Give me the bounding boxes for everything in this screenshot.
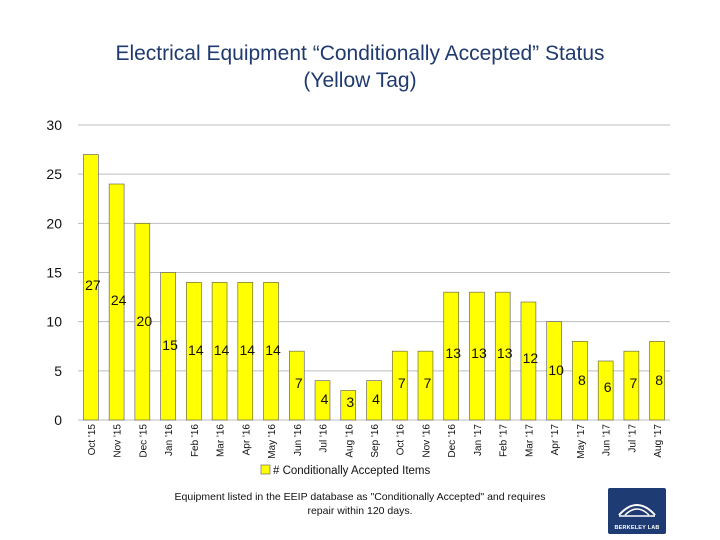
y-tick-label: 20 bbox=[46, 215, 62, 231]
x-tick-label: Aug '16 bbox=[344, 424, 355, 458]
x-tick-label: Feb '17 bbox=[499, 424, 510, 457]
bar bbox=[314, 380, 331, 421]
legend: # Conditionally Accepted Items bbox=[260, 464, 431, 477]
x-tick-label: Jun '16 bbox=[293, 424, 304, 456]
chart-title-line1: Electrical Equipment “Conditionally Acce… bbox=[115, 42, 605, 65]
bar bbox=[186, 282, 202, 421]
footnote: Equipment listed in the EEIP database as… bbox=[130, 490, 590, 518]
bar bbox=[366, 380, 382, 421]
data-label: 13 bbox=[471, 345, 487, 361]
data-label: 14 bbox=[188, 342, 204, 358]
chart-title-line2: (Yellow Tag) bbox=[303, 69, 417, 92]
y-tick-label: 5 bbox=[54, 363, 62, 379]
data-label: 27 bbox=[85, 277, 101, 293]
data-label: 13 bbox=[497, 345, 513, 361]
data-label: 10 bbox=[548, 362, 564, 378]
y-tick-label: 25 bbox=[46, 166, 62, 182]
x-tick-label: Jan '16 bbox=[164, 424, 175, 456]
bar bbox=[649, 341, 665, 421]
x-tick-label: Jan '17 bbox=[473, 424, 484, 456]
y-tick-label: 30 bbox=[46, 117, 62, 133]
data-label: 4 bbox=[372, 391, 380, 407]
legend-label: # Conditionally Accepted Items bbox=[273, 465, 431, 477]
x-axis-ticks: Oct '15 Nov '15 Dec '15 Jan '16 Feb '16 Mar '… bbox=[87, 424, 664, 459]
x-tick-label: Dec '15 bbox=[138, 424, 149, 458]
building-icon bbox=[618, 504, 656, 517]
bar bbox=[108, 183, 125, 421]
bar bbox=[237, 282, 254, 421]
bar bbox=[211, 282, 228, 421]
bar bbox=[134, 223, 151, 421]
berkeley-lab-logo: BERKELEY LAB bbox=[608, 488, 666, 534]
chart-title: Electrical Equipment “Conditionally Acce… bbox=[20, 40, 700, 94]
x-tick-label: Oct '16 bbox=[396, 424, 407, 456]
x-tick-label: Sep '16 bbox=[370, 424, 381, 458]
legend-swatch bbox=[260, 464, 271, 475]
data-labels: 27 24 20 15 14 14 14 14 7 4 3 4 7 7 13 13 13 12 10 8 6 7 8 bbox=[85, 277, 663, 410]
data-label: 14 bbox=[214, 342, 230, 358]
footnote-line2: repair within 120 days. bbox=[307, 505, 413, 517]
bar bbox=[443, 291, 459, 421]
x-tick-label: Mar '16 bbox=[216, 424, 227, 457]
data-label: 7 bbox=[424, 375, 432, 391]
x-tick-label: Nov '16 bbox=[421, 424, 432, 458]
bar bbox=[289, 350, 305, 421]
x-tick-label: Jun '17 bbox=[602, 424, 613, 456]
bar bbox=[469, 291, 485, 421]
bar bbox=[597, 360, 614, 421]
y-tick-label: 10 bbox=[46, 314, 62, 330]
data-label: 6 bbox=[604, 379, 612, 395]
data-label: 7 bbox=[629, 375, 637, 391]
bar bbox=[83, 154, 99, 421]
bar bbox=[391, 350, 408, 421]
bar bbox=[520, 301, 537, 421]
bar bbox=[417, 350, 434, 421]
x-tick-label: Apr '17 bbox=[550, 424, 561, 456]
grid-lines bbox=[78, 124, 670, 421]
data-label: 7 bbox=[295, 375, 303, 391]
bar bbox=[340, 390, 357, 421]
data-label: 7 bbox=[398, 375, 406, 391]
x-tick-label: May '16 bbox=[267, 424, 278, 459]
logo-text: BERKELEY LAB bbox=[614, 525, 660, 531]
bar bbox=[263, 282, 279, 421]
bars bbox=[83, 154, 665, 421]
bar bbox=[160, 272, 176, 421]
x-tick-label: Apr '16 bbox=[241, 424, 252, 456]
data-label: 24 bbox=[111, 292, 127, 308]
x-tick-label: Mar '17 bbox=[524, 424, 535, 457]
x-tick-label: Jul '17 bbox=[627, 424, 638, 453]
x-tick-label: Nov '15 bbox=[113, 424, 124, 458]
data-label: 14 bbox=[240, 342, 256, 358]
data-label: 12 bbox=[523, 350, 539, 366]
data-label: 20 bbox=[137, 313, 153, 329]
x-tick-label: Jul '16 bbox=[319, 424, 330, 453]
x-tick-label: Aug '17 bbox=[653, 424, 664, 458]
x-tick-label: Dec '16 bbox=[447, 424, 458, 458]
y-tick-label: 0 bbox=[54, 412, 62, 428]
x-tick-label: Oct '15 bbox=[87, 424, 98, 456]
bar bbox=[494, 291, 511, 421]
x-tick-label: Feb '16 bbox=[190, 424, 201, 457]
bar bbox=[546, 321, 562, 421]
data-label: 8 bbox=[655, 372, 663, 388]
x-tick-label: May '17 bbox=[576, 424, 587, 459]
footnote-line1: Equipment listed in the EEIP database as… bbox=[174, 491, 546, 503]
bar bbox=[572, 341, 588, 421]
y-axis-ticks: 0 5 10 15 20 25 30 bbox=[46, 117, 62, 428]
data-label: 3 bbox=[346, 394, 354, 410]
data-label: 14 bbox=[265, 342, 281, 358]
data-label: 13 bbox=[445, 345, 461, 361]
y-tick-label: 15 bbox=[46, 265, 62, 281]
data-label: 4 bbox=[321, 391, 329, 407]
bar bbox=[623, 350, 640, 421]
data-label: 15 bbox=[162, 337, 178, 353]
data-label: 8 bbox=[578, 372, 586, 388]
